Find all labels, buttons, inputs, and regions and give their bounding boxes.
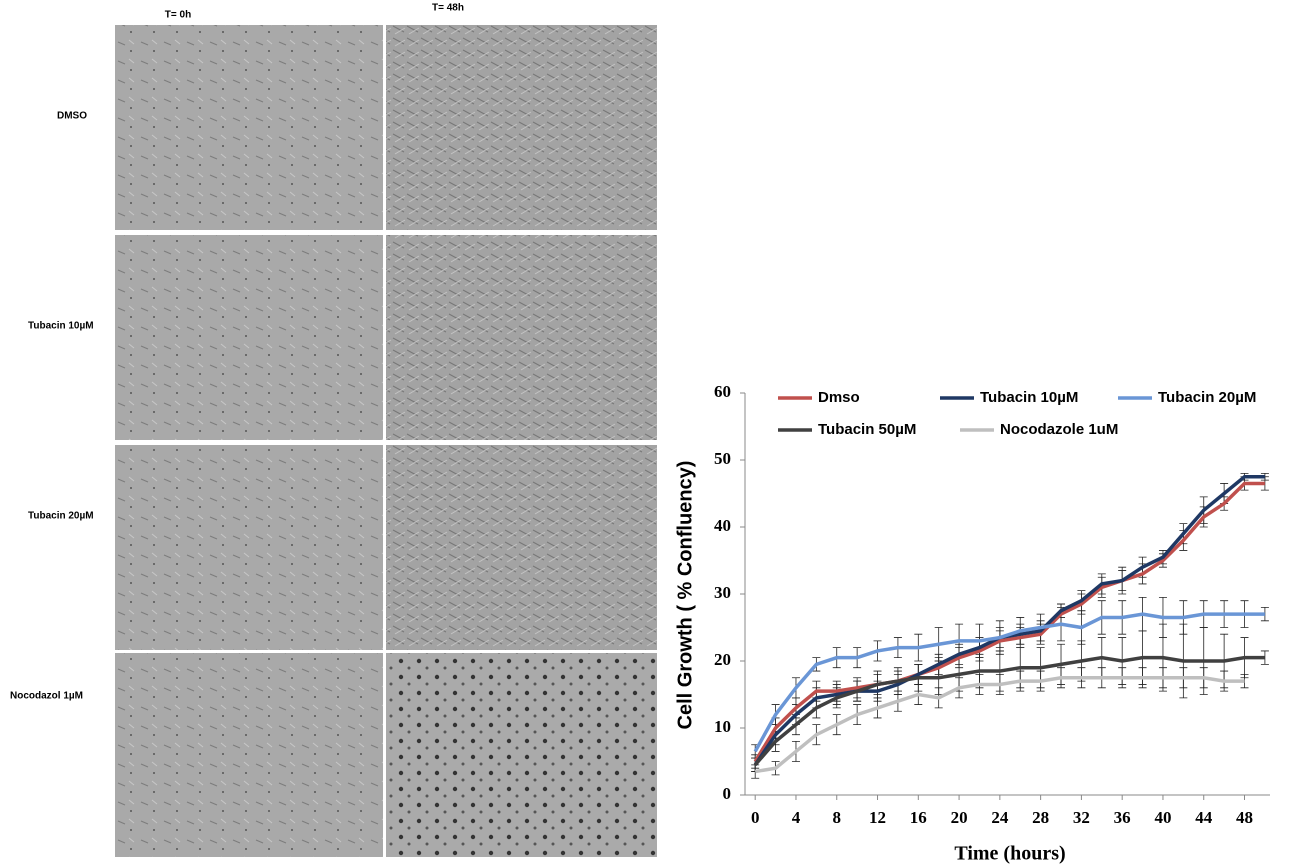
image <box>115 25 383 230</box>
y-axis-title: Cell Growth ( % Confluency) <box>674 461 696 730</box>
legend-label: Tubacin 10µM <box>980 389 1078 406</box>
series-line <box>754 676 1245 774</box>
x-tick-label: 36 <box>1114 808 1131 827</box>
x-tick-label: 16 <box>910 808 927 827</box>
x-tick-label: 44 <box>1195 808 1213 827</box>
x-tick-label: 0 <box>751 808 760 827</box>
row-label: Tubacin 10µM <box>28 321 94 332</box>
y-tick-label: 60 <box>714 382 731 401</box>
y-tick-label: 30 <box>714 583 731 602</box>
x-tick-label: 4 <box>792 808 801 827</box>
image <box>386 653 657 857</box>
x-tick-label: 8 <box>832 808 841 827</box>
y-tick-label: 20 <box>714 650 731 669</box>
micrographs: T= 0h T= 48h DMSO Tubacin 10µM Tubacin 2… <box>10 3 657 857</box>
legend-label: Dmso <box>818 389 860 406</box>
x-tick-label: 48 <box>1236 808 1253 827</box>
series-line <box>753 655 1265 766</box>
chart: Cell Growth ( % Confluency) Time (hours)… <box>674 382 1270 865</box>
y-tick-label: 50 <box>714 449 731 468</box>
x-tick-label: 32 <box>1073 808 1090 827</box>
column-label: T= 48h <box>432 3 464 14</box>
column-label: T= 0h <box>165 10 191 21</box>
series-line <box>753 481 1265 763</box>
legend-label: Nocodazole 1uM <box>1000 421 1118 438</box>
x-tick-label: 28 <box>1032 808 1049 827</box>
x-axis-title: Time (hours) <box>954 843 1065 865</box>
image <box>115 653 383 857</box>
error-bar <box>751 764 760 779</box>
x-tick-label: 20 <box>951 808 968 827</box>
x-tick-label: 12 <box>869 808 886 827</box>
y-tick-label: 40 <box>714 516 731 535</box>
image <box>386 235 657 440</box>
series-line <box>753 475 1265 766</box>
image <box>386 25 657 230</box>
row-label: Tubacin 20µM <box>28 511 94 522</box>
image <box>386 445 657 650</box>
x-tick-label: 24 <box>991 808 1009 827</box>
x-tick-label: 40 <box>1154 808 1171 827</box>
y-tick-label: 10 <box>714 717 731 736</box>
y-tick-label: 0 <box>723 784 732 803</box>
row-label: Nocodazol 1µM <box>10 691 83 702</box>
image <box>115 235 383 440</box>
row-label: DMSO <box>57 111 87 122</box>
legend-label: Tubacin 50µM <box>818 421 916 438</box>
series-line <box>753 612 1265 753</box>
legend-label: Tubacin 20µM <box>1158 389 1256 406</box>
image <box>115 445 383 650</box>
